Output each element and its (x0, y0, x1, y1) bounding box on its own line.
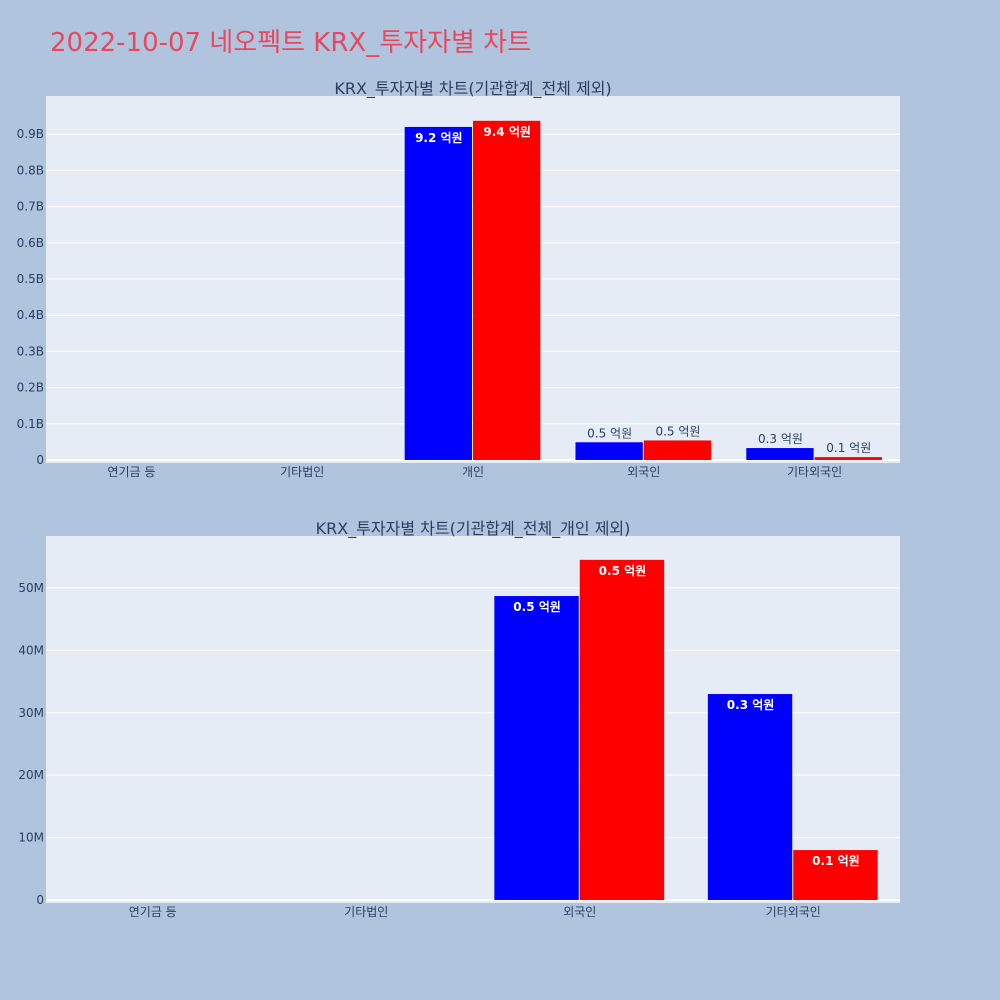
x-tick-label: 기타외국인 (787, 465, 842, 479)
x-tick-label: 외국인 (563, 905, 596, 919)
x-tick-label: 연기금 등 (129, 905, 177, 919)
y-tick-label: 0.3B (17, 344, 44, 358)
page-title: 2022-10-07 네오펙트 KRX_투자자별 차트 (50, 28, 532, 58)
bar (579, 559, 665, 900)
bar (473, 120, 541, 460)
bar-data-label: 0.3 억원 (727, 698, 775, 712)
bar (746, 448, 814, 460)
y-tick-label: 0 (36, 453, 44, 467)
y-tick-label: 30M (18, 706, 44, 720)
x-tick-label: 외국인 (627, 465, 660, 479)
bar-data-label: 0.5 억원 (655, 424, 700, 438)
y-tick-label: 0.5B (17, 272, 44, 286)
chart-1: 0 0.1B 0.2B 0.3B 0.4B 0.5B 0.6B 0.7B 0.8B 0.9B KRX… (17, 79, 900, 479)
x-tick-label: 개인 (462, 465, 484, 479)
y-tick-label: 20M (18, 768, 44, 782)
bar (404, 126, 472, 461)
y-tick-label: 0.9B (17, 127, 44, 141)
bar-data-label: 0.3 억원 (758, 432, 803, 446)
bar-data-label: 0.1 억원 (812, 854, 860, 868)
bar-data-label: 9.4 억원 (483, 125, 531, 139)
y-tick-label: 0.2B (17, 381, 44, 395)
bar-data-label: 0.5 억원 (587, 426, 632, 440)
bar (814, 457, 882, 460)
chart-2: 0 10M 20M 30M 40M 50M KRX_투자자별 차트(기관합계_전체_개인 제… (18, 519, 900, 919)
y-tick-label: 0.6B (17, 236, 44, 250)
bar (643, 440, 712, 460)
bar-data-label: 9.2 억원 (415, 131, 463, 145)
y-tick-label: 10M (18, 831, 44, 845)
bar (793, 850, 878, 900)
x-tick-label: 기타외국인 (766, 905, 821, 919)
y-tick-label: 50M (18, 581, 44, 595)
x-tick-label: 기타법인 (344, 905, 388, 919)
x-tick-label: 기타법인 (280, 465, 324, 479)
bar (494, 596, 579, 900)
bar (707, 694, 793, 900)
y-tick-label: 0.4B (17, 308, 44, 322)
y-tick-label: 0.8B (17, 163, 44, 177)
y-tick-label: 0.7B (17, 200, 44, 214)
bar-data-label: 0.5 억원 (599, 564, 647, 578)
bar (575, 442, 643, 460)
y-tick-label: 0.1B (17, 417, 44, 431)
x-tick-label: 연기금 등 (107, 465, 155, 479)
chart-title: KRX_투자자별 차트(기관합계_전체 제외) (334, 79, 611, 99)
y-tick-label: 0 (36, 893, 44, 907)
chart-title: KRX_투자자별 차트(기관합계_전체_개인 제외) (316, 519, 631, 539)
bar-data-label: 0.5 억원 (513, 600, 561, 614)
y-tick-label: 40M (18, 643, 44, 657)
bar-data-label: 0.1 억원 (826, 441, 871, 455)
